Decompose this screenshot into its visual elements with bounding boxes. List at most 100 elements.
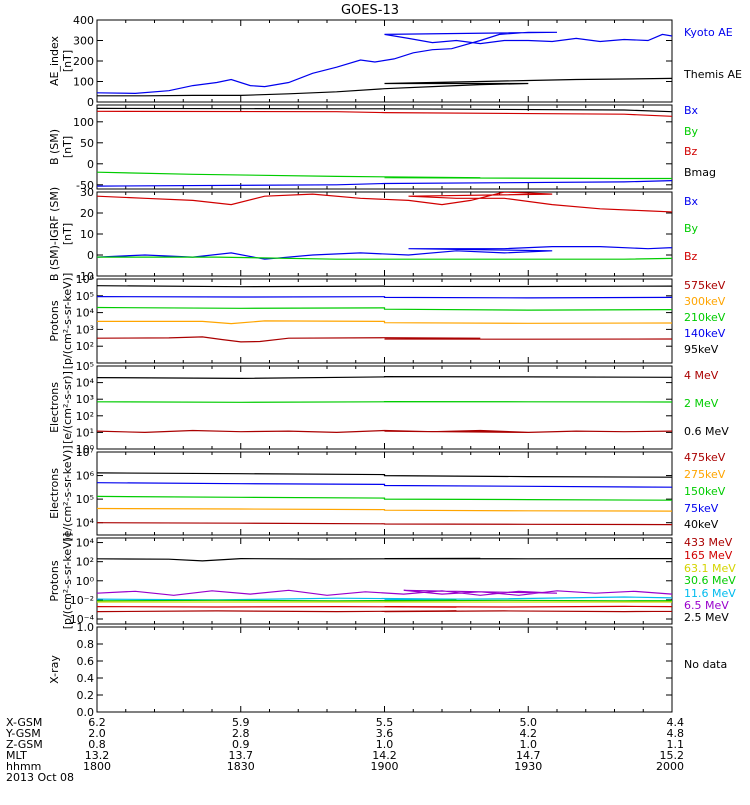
x-row-value: 13.2 bbox=[85, 749, 110, 762]
series-line-4-mev bbox=[97, 429, 672, 434]
series-group bbox=[97, 375, 672, 434]
y-tick-label: 200 bbox=[73, 55, 94, 68]
series-line-kyoto-ae bbox=[97, 31, 672, 95]
legend-entry: Bx bbox=[684, 104, 699, 117]
series-line-30-6-mev bbox=[97, 599, 672, 602]
y-tick-label: 300 bbox=[73, 35, 94, 48]
x-row-value: 1900 bbox=[371, 760, 399, 773]
series-line-bx bbox=[97, 246, 672, 260]
series-line-95kev bbox=[97, 285, 672, 288]
y-axis-label: Electrons bbox=[48, 382, 61, 433]
y-axis-unit: [nT] bbox=[61, 50, 74, 72]
y-tick-label: 10⁻² bbox=[70, 594, 94, 607]
x-row-value: 15.2 bbox=[660, 749, 685, 762]
x-row-value: 6.2 bbox=[88, 716, 106, 729]
y-tick-label: 10⁵ bbox=[76, 360, 94, 373]
y-tick-label: 30 bbox=[80, 186, 94, 199]
series-line-40kev bbox=[97, 472, 672, 478]
x-row-value: 2.0 bbox=[88, 727, 106, 740]
x-row-value: 2000 bbox=[656, 760, 684, 773]
x-row-value: 0.8 bbox=[88, 738, 106, 751]
y-axis-label: Protons bbox=[48, 300, 61, 341]
x-row-value: 3.6 bbox=[376, 727, 394, 740]
y-tick-label: 10² bbox=[76, 340, 94, 353]
series-line-150kev bbox=[97, 495, 672, 501]
x-row-value: 2.8 bbox=[232, 727, 250, 740]
x-row-value: 4.2 bbox=[520, 727, 538, 740]
series-line-6-5-mev bbox=[97, 589, 672, 596]
series-line-by bbox=[97, 256, 672, 260]
series-line-by bbox=[97, 171, 672, 180]
y-tick-label: 10³ bbox=[76, 393, 94, 406]
legend-entry: 95keV bbox=[684, 343, 719, 356]
legend-entry: 6.5 MeV bbox=[684, 599, 729, 612]
series-line-bz bbox=[97, 192, 672, 224]
x-row-value: 1800 bbox=[83, 760, 111, 773]
legend-entry: 575keV bbox=[684, 279, 726, 292]
legend-entry: By bbox=[684, 125, 699, 138]
legend-entry: Kyoto AE bbox=[684, 26, 733, 39]
legend-entry: No data bbox=[684, 658, 727, 671]
y-axis-label: B (SM) bbox=[48, 129, 61, 165]
legend-entry: 210keV bbox=[684, 311, 726, 324]
y-axis-unit: [p/(cm²-s-sr-keV)] bbox=[61, 273, 74, 370]
y-tick-label: 10⁰ bbox=[76, 575, 95, 588]
x-row-label: Z-GSM bbox=[6, 738, 43, 751]
series-group bbox=[97, 107, 672, 187]
legend-entry: Bmag bbox=[684, 166, 716, 179]
legend-entry: 0.6 MeV bbox=[684, 425, 729, 438]
x-row-value: 5.5 bbox=[376, 716, 394, 729]
legend-entry: 30.6 MeV bbox=[684, 574, 736, 587]
legend-entry: Themis AE bbox=[683, 68, 742, 81]
y-tick-label: 10² bbox=[76, 556, 94, 569]
x-row-value: 5.0 bbox=[520, 716, 538, 729]
legend-entry: 433 MeV bbox=[684, 536, 733, 549]
y-tick-label: 0 bbox=[87, 249, 94, 262]
x-axis-table: X-GSM 6.2 5.9 5.5 5.0 4.4 Y-GSM 2.0 2.8 3.6 4.2 4.8… bbox=[5, 716, 684, 784]
y-tick-label: 10 bbox=[80, 228, 94, 241]
y-tick-label: 0.6 bbox=[77, 655, 95, 668]
y-tick-label: 0.4 bbox=[77, 672, 95, 685]
y-tick-label: 10⁻⁴ bbox=[70, 613, 95, 626]
y-tick-label: 0 bbox=[87, 96, 94, 109]
legend-entry: 11.6 MeV bbox=[684, 587, 736, 600]
series-line-bz bbox=[97, 110, 672, 117]
legend-entry: 63.1 MeV bbox=[684, 562, 736, 575]
x-row-value: 13.7 bbox=[229, 749, 254, 762]
series-line-300kev bbox=[97, 320, 672, 325]
y-tick-label: 0.0 bbox=[77, 706, 95, 719]
series-line-bmag bbox=[97, 107, 672, 113]
panel-frame bbox=[96, 626, 673, 713]
legend-entry: Bx bbox=[684, 195, 699, 208]
y-tick-label: 10⁴ bbox=[76, 517, 95, 530]
panel-electrons_mev: 10⁰ 10¹ 10² 10³ 10⁴ 10⁵ Electrons [e/(cm²-s-sr)… bbox=[48, 360, 729, 456]
y-axis-label: Protons bbox=[48, 560, 61, 601]
y-tick-label: 10⁶ bbox=[76, 470, 95, 483]
series-group bbox=[97, 285, 672, 343]
series-line-433-mev bbox=[97, 610, 672, 613]
y-tick-label: 10⁷ bbox=[76, 446, 94, 459]
panel-bsm: -50 0 50 100 B (SM) [nT] Bx By Bz Bmag bbox=[48, 104, 716, 192]
y-axis-label: B (SM)-IGRF (SM) bbox=[48, 187, 61, 281]
y-axis-label: AE_index bbox=[48, 35, 61, 86]
x-row-value: 1.0 bbox=[520, 738, 538, 751]
x-row-label: Y-GSM bbox=[5, 727, 41, 740]
y-tick-label: -10 bbox=[76, 270, 94, 283]
y-tick-label: 0 bbox=[87, 158, 94, 171]
series-group bbox=[97, 472, 672, 526]
x-row-label: MLT bbox=[6, 749, 27, 762]
series-line-210kev bbox=[97, 306, 672, 311]
legend-entry: 4 MeV bbox=[684, 369, 719, 382]
series-line-140kev bbox=[97, 296, 672, 299]
x-row-value: 4.8 bbox=[667, 727, 685, 740]
y-tick-label: 10⁰ bbox=[76, 443, 95, 456]
x-row-value: 1930 bbox=[514, 760, 542, 773]
x-row-value: 14.2 bbox=[372, 749, 397, 762]
panel-protons_high: 10⁻⁴ 10⁻² 10⁰ 10² 10⁴ Protons [p/(cm²-s-sr-keV… bbox=[48, 533, 736, 630]
legend-entry: 2 MeV bbox=[684, 397, 719, 410]
y-tick-label: 100 bbox=[73, 116, 94, 129]
x-row-value: 5.9 bbox=[232, 716, 250, 729]
y-tick-label: 10⁴ bbox=[76, 537, 95, 550]
